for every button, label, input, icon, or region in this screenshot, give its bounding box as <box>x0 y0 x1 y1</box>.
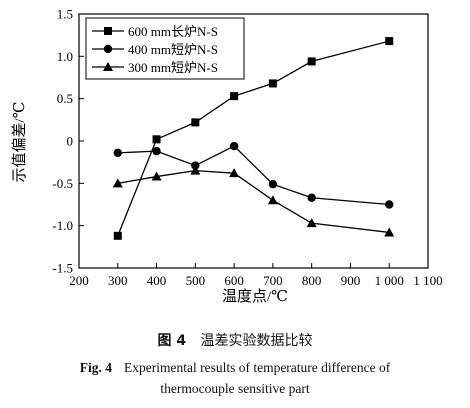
caption-en-line2: thermocouple sensitive part <box>160 381 310 396</box>
series-3 <box>112 165 395 237</box>
square-marker <box>385 37 394 46</box>
triangle-marker <box>190 165 201 175</box>
x-tick-label: 500 <box>186 273 206 288</box>
caption-cn-label: 图 4 <box>157 333 187 349</box>
legend-label: 400 mm短炉N-S <box>128 42 218 57</box>
triangle-marker <box>229 168 240 178</box>
caption-en-line1: Experimental results of temperature diff… <box>123 360 391 375</box>
square-marker <box>113 231 122 240</box>
caption-cn: 图 4 温差实验数据比较 <box>0 330 470 350</box>
square-marker <box>191 118 200 127</box>
x-tick-label: 1 000 <box>375 273 404 288</box>
y-tick-label: 1.0 <box>57 49 73 64</box>
circle-marker <box>385 200 394 209</box>
y-tick-label: 1.5 <box>57 7 73 22</box>
y-tick-label: -0.5 <box>52 176 73 191</box>
y-axis-label: 示值偏差/℃ <box>11 102 28 183</box>
ticks: 200 300 400 500 600 700 800 900 1 000 1 100 -1.5 -1… <box>52 7 442 289</box>
circle-marker <box>268 179 278 189</box>
circle-marker <box>191 161 200 170</box>
square-marker <box>152 135 161 144</box>
x-tick-label: 900 <box>341 273 361 288</box>
x-tick-label: 200 <box>69 273 89 288</box>
legend-item: 600 mm长炉N-S <box>92 24 218 39</box>
circle-marker <box>103 44 113 54</box>
x-tick-label: 1 100 <box>413 273 442 288</box>
caption-cn-text: 温差实验数据比较 <box>200 333 313 349</box>
x-tick-label: 400 <box>147 273 167 288</box>
circle-marker <box>229 141 239 151</box>
series-layer <box>112 37 395 240</box>
square-marker <box>268 79 277 88</box>
y-tick-label: 0.5 <box>57 91 73 106</box>
circle-marker <box>307 193 316 202</box>
caption-en: Fig. 4 Experimental results of temperatur… <box>0 357 470 399</box>
y-tick-label: -1.5 <box>52 261 73 276</box>
legend-label: 600 mm长炉N-S <box>128 24 218 39</box>
triangle-marker <box>306 218 317 228</box>
y-tick-label: -1.0 <box>52 218 73 233</box>
x-tick-label: 700 <box>263 273 283 288</box>
triangle-marker <box>151 171 162 181</box>
circle-marker <box>113 148 122 158</box>
x-tick-label: 800 <box>302 273 322 288</box>
circle-marker <box>152 146 161 156</box>
triangle-marker <box>267 195 278 205</box>
series-2 <box>113 141 394 209</box>
caption-en-label: Fig. 4 <box>79 360 112 375</box>
triangle-marker <box>112 178 123 188</box>
triangle-marker <box>103 62 113 71</box>
triangle-marker <box>384 227 395 237</box>
x-axis-label: 温度点/℃ <box>222 288 288 305</box>
x-tick-label: 300 <box>108 273 128 288</box>
x-tick-label: 600 <box>224 273 244 288</box>
legend-item: 300 mm短炉N-S <box>92 60 218 75</box>
square-marker <box>307 57 316 66</box>
legend: 600 mm长炉N-S 400 mm短炉N-S 300 mm短炉N-S <box>85 17 245 80</box>
square-marker <box>230 92 239 101</box>
square-marker <box>104 27 112 35</box>
legend-label: 300 mm短炉N-S <box>128 60 218 75</box>
legend-item: 400 mm短炉N-S <box>92 42 218 57</box>
series-1 <box>113 37 394 240</box>
y-tick-label: 0 <box>67 134 74 149</box>
